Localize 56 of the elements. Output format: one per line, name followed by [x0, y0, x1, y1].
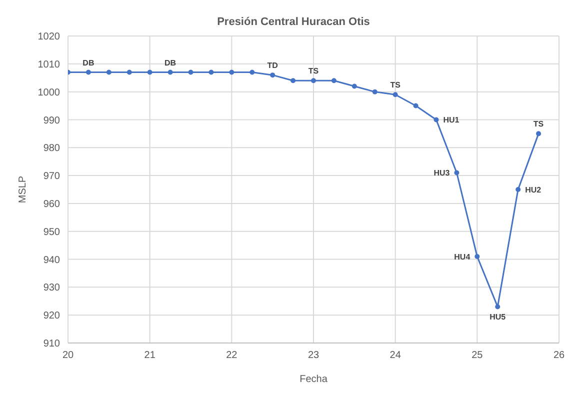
annotation: HU4 — [454, 252, 471, 262]
annotation: HU3 — [434, 168, 450, 178]
y-tick-label: 960 — [43, 199, 60, 210]
point — [168, 70, 173, 75]
annotation: TS — [308, 66, 320, 76]
point — [290, 78, 296, 84]
y-tick-label: 980 — [43, 143, 60, 154]
x-tick-label: 23 — [308, 350, 320, 362]
y-tick-label: 940 — [43, 254, 60, 266]
y-tick-label: 970 — [43, 171, 60, 182]
point — [392, 92, 398, 98]
point — [352, 84, 357, 89]
annotation: TS — [533, 120, 544, 129]
x-tick-label: 20 — [62, 350, 74, 362]
y-tick-label: 910 — [43, 338, 60, 350]
annotation: TS — [390, 80, 402, 90]
x-axis-title: Fecha — [300, 374, 328, 386]
annotation: DB — [82, 58, 94, 68]
point — [147, 70, 152, 75]
y-tick-label: 1020 — [38, 32, 60, 43]
x-tick-label: 26 — [553, 350, 565, 362]
point — [229, 70, 234, 75]
point — [434, 117, 439, 122]
point — [126, 70, 132, 75]
y-tick-label: 990 — [43, 115, 60, 126]
chart-title: Presión Central Huracan Otis — [216, 15, 371, 28]
point — [454, 170, 460, 176]
annotation: HU1 — [443, 116, 460, 125]
y-tick-label: 1010 — [38, 59, 60, 70]
y-tick-label: 920 — [43, 310, 60, 322]
annotation: DB — [164, 58, 176, 68]
point — [372, 89, 378, 94]
y-tick-label: 1000 — [38, 87, 60, 98]
point — [516, 187, 521, 192]
point — [106, 70, 112, 75]
annotation: HU2 — [525, 185, 542, 194]
y-axis-title: MSLP — [18, 176, 29, 204]
point — [331, 78, 336, 84]
point — [208, 70, 214, 75]
annotation: HU5 — [490, 312, 506, 322]
point — [270, 72, 276, 78]
point — [86, 70, 91, 75]
x-tick-label: 24 — [390, 350, 402, 362]
x-tick-label: 25 — [472, 350, 484, 362]
annotation: TD — [267, 61, 278, 70]
x-tick-label: 21 — [144, 350, 156, 362]
point — [188, 70, 194, 75]
point — [495, 304, 500, 310]
y-tick-label: 950 — [43, 226, 60, 238]
y-tick-label: 930 — [43, 282, 60, 294]
point — [536, 131, 542, 136]
point — [250, 70, 255, 75]
x-tick-label: 22 — [226, 350, 238, 362]
point — [474, 254, 480, 259]
point — [311, 78, 316, 84]
point — [413, 103, 418, 108]
